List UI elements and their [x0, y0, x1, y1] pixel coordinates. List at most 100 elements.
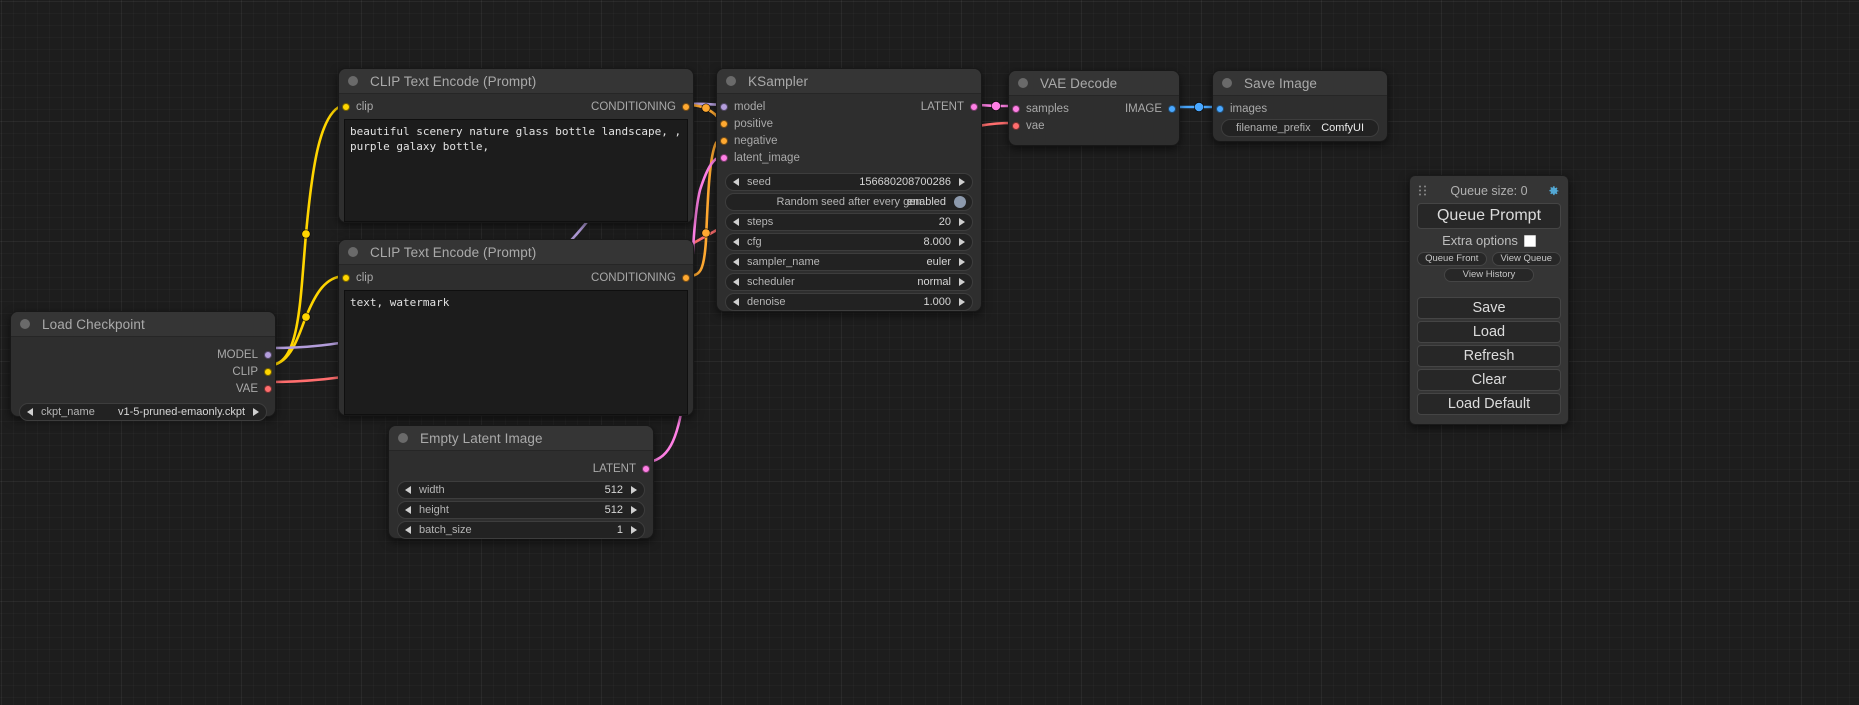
widget-seed[interactable]: seed 156680208700286: [725, 173, 973, 191]
widget-denoise[interactable]: denoise 1.000: [725, 293, 973, 311]
output-slot-conditioning[interactable]: CONDITIONING: [339, 98, 693, 115]
collapse-dot-icon[interactable]: [726, 76, 736, 86]
decrement-arrow-icon[interactable]: [405, 526, 411, 534]
slot-dot-icon[interactable]: [720, 119, 728, 128]
output-slot-latent[interactable]: LATENT: [389, 460, 653, 477]
slot-dot-icon[interactable]: [1012, 104, 1020, 113]
widget-value[interactable]: 512: [604, 504, 623, 516]
decrement-arrow-icon[interactable]: [405, 506, 411, 514]
slot-dot-icon[interactable]: [264, 367, 272, 376]
increment-arrow-icon[interactable]: [631, 486, 637, 494]
input-slot-latent-image[interactable]: latent_image: [717, 149, 981, 166]
next-arrow-icon[interactable]: [959, 258, 965, 266]
output-slot-model[interactable]: MODEL: [11, 346, 275, 363]
increment-arrow-icon[interactable]: [631, 526, 637, 534]
slot-dot-icon[interactable]: [970, 102, 978, 111]
input-slot-clip[interactable]: clip: [339, 269, 693, 286]
refresh-button[interactable]: Refresh: [1417, 345, 1561, 367]
view-queue-button[interactable]: View Queue: [1491, 252, 1561, 266]
load-default-button[interactable]: Load Default: [1417, 393, 1561, 415]
previous-arrow-icon[interactable]: [733, 278, 739, 286]
clear-button[interactable]: Clear: [1417, 369, 1561, 391]
slot-dot-icon[interactable]: [342, 102, 350, 111]
drag-handle-icon[interactable]: [1419, 185, 1426, 197]
widget-value[interactable]: 1.000: [923, 296, 951, 308]
node-header[interactable]: CLIP Text Encode (Prompt): [339, 240, 693, 265]
widget-value[interactable]: 8.000: [923, 236, 951, 248]
queue-prompt-button[interactable]: Queue Prompt: [1417, 203, 1561, 229]
input-slot-vae[interactable]: vae: [1009, 117, 1179, 134]
prompt-textarea[interactable]: beautiful scenery nature glass bottle la…: [344, 119, 688, 222]
node-empty-latent-image[interactable]: Empty Latent Image LATENT width 512 heig…: [388, 425, 654, 539]
slot-dot-icon[interactable]: [1216, 104, 1224, 113]
slot-dot-icon[interactable]: [720, 153, 728, 162]
decrement-arrow-icon[interactable]: [733, 238, 739, 246]
widget-batch-size[interactable]: batch_size 1: [397, 521, 645, 539]
slot-dot-icon[interactable]: [342, 273, 350, 282]
increment-arrow-icon[interactable]: [959, 218, 965, 226]
slot-dot-icon[interactable]: [682, 102, 690, 111]
collapse-dot-icon[interactable]: [1018, 78, 1028, 88]
widget-value[interactable]: ComfyUI: [1321, 122, 1364, 134]
widget-value[interactable]: euler: [926, 256, 951, 268]
widget-value[interactable]: 20: [938, 216, 951, 228]
output-slot-conditioning[interactable]: CONDITIONING: [339, 269, 693, 286]
output-slot-vae[interactable]: VAE: [11, 380, 275, 397]
slot-dot-icon[interactable]: [1012, 121, 1020, 130]
toggle-knob-icon[interactable]: [954, 196, 966, 208]
slot-dot-icon[interactable]: [1168, 104, 1176, 113]
slot-dot-icon[interactable]: [264, 384, 272, 393]
save-button[interactable]: Save: [1417, 297, 1561, 319]
collapse-dot-icon[interactable]: [398, 433, 408, 443]
widget-filename-prefix[interactable]: filename_prefix ComfyUI: [1221, 119, 1379, 137]
node-ksampler[interactable]: KSampler model LATENT positive negative: [716, 68, 982, 312]
input-slot-negative[interactable]: negative: [717, 132, 981, 149]
node-header[interactable]: CLIP Text Encode (Prompt): [339, 69, 693, 94]
slot-dot-icon[interactable]: [264, 350, 272, 359]
extra-options-row[interactable]: Extra options: [1417, 233, 1561, 248]
queue-front-button[interactable]: Queue Front: [1417, 252, 1487, 266]
node-load-checkpoint[interactable]: Load Checkpoint MODEL CLIP VAE ckpt_name…: [10, 311, 276, 421]
node-vae-decode[interactable]: VAE Decode samples IMAGE vae: [1008, 70, 1180, 146]
input-slot-images[interactable]: images: [1213, 100, 1387, 117]
previous-arrow-icon[interactable]: [27, 408, 33, 416]
extra-options-checkbox[interactable]: [1523, 234, 1536, 247]
decrement-arrow-icon[interactable]: [733, 218, 739, 226]
increment-arrow-icon[interactable]: [959, 298, 965, 306]
widget-value[interactable]: 156680208700286: [859, 176, 951, 188]
previous-arrow-icon[interactable]: [733, 258, 739, 266]
widget-value[interactable]: 1: [616, 524, 623, 536]
input-slot-model[interactable]: model: [717, 98, 981, 115]
increment-arrow-icon[interactable]: [631, 506, 637, 514]
slot-dot-icon[interactable]: [682, 273, 690, 282]
node-header[interactable]: Load Checkpoint: [11, 312, 275, 337]
output-slot-image[interactable]: IMAGE: [1009, 100, 1179, 117]
widget-value[interactable]: normal: [917, 276, 951, 288]
next-arrow-icon[interactable]: [959, 278, 965, 286]
slot-dot-icon[interactable]: [720, 136, 728, 145]
node-header[interactable]: VAE Decode: [1009, 71, 1179, 96]
output-slot-clip[interactable]: CLIP: [11, 363, 275, 380]
node-save-image[interactable]: Save Image images filename_prefix ComfyU…: [1212, 70, 1388, 142]
output-slot-latent[interactable]: LATENT: [717, 98, 981, 115]
collapse-dot-icon[interactable]: [1222, 78, 1232, 88]
decrement-arrow-icon[interactable]: [405, 486, 411, 494]
node-clip-text-encode-positive[interactable]: CLIP Text Encode (Prompt) clip CONDITION…: [338, 68, 694, 223]
widget-value[interactable]: v1-5-pruned-emaonly.ckpt: [118, 406, 245, 418]
slot-dot-icon[interactable]: [720, 102, 728, 111]
decrement-arrow-icon[interactable]: [733, 178, 739, 186]
gear-icon[interactable]: [1547, 185, 1560, 198]
load-button[interactable]: Load: [1417, 321, 1561, 343]
increment-arrow-icon[interactable]: [959, 178, 965, 186]
node-clip-text-encode-negative[interactable]: CLIP Text Encode (Prompt) clip CONDITION…: [338, 239, 694, 416]
widget-sampler-name[interactable]: sampler_name euler: [725, 253, 973, 271]
slot-dot-icon[interactable]: [642, 464, 650, 473]
widget-random-seed-toggle[interactable]: Random seed after every gen enabled: [725, 193, 973, 211]
view-history-button[interactable]: View History: [1444, 268, 1534, 282]
input-slot-clip[interactable]: clip: [339, 98, 693, 115]
comfy-menu-panel[interactable]: Queue size: 0 Queue Prompt Extra options…: [1409, 175, 1569, 425]
widget-width[interactable]: width 512: [397, 481, 645, 499]
input-slot-samples[interactable]: samples: [1009, 100, 1179, 117]
widget-cfg[interactable]: cfg 8.000: [725, 233, 973, 251]
